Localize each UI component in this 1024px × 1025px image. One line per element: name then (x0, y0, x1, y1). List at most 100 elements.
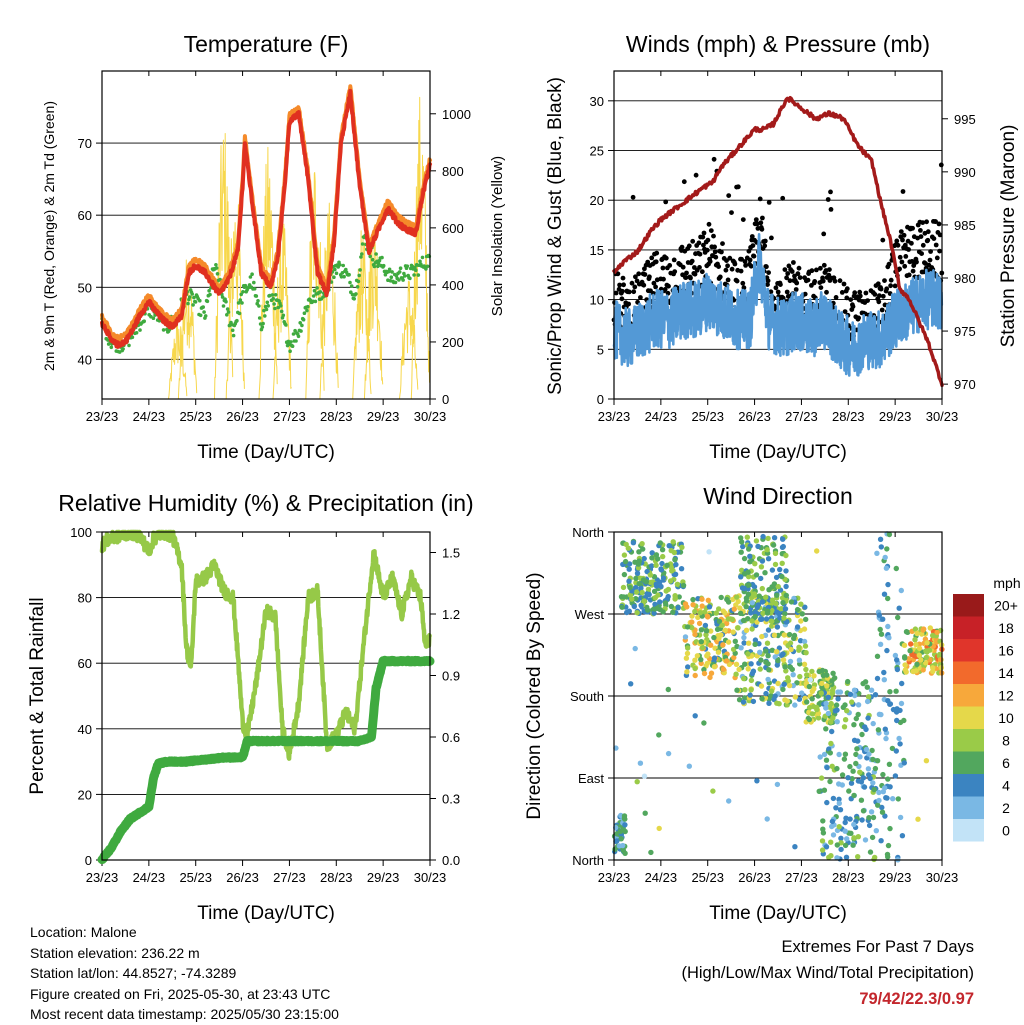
direction-point (735, 598, 741, 605)
dewpoint-point (420, 255, 425, 260)
dewpoint-point (356, 279, 361, 284)
direction-point (773, 600, 779, 607)
y-tick-label: North (572, 525, 604, 540)
direction-point (694, 653, 701, 659)
direction-point (801, 661, 808, 667)
direction-point (828, 719, 834, 725)
dewpoint-point (257, 316, 262, 320)
winds-plot-area: 0 5 10 15 20 25 30 970 975 980 985 990 995 23/23 24/23… (590, 70, 976, 424)
direction-point (618, 836, 624, 842)
direction-point (762, 570, 768, 576)
direction-point (801, 638, 808, 645)
dewpoint-point (187, 295, 192, 299)
direction-point (809, 711, 816, 717)
direction-point (660, 575, 667, 581)
dewpoint-point (272, 302, 276, 306)
direction-point (786, 631, 793, 638)
direction-point (748, 677, 755, 684)
direction-point (823, 757, 830, 763)
direction-point (649, 555, 655, 561)
direction-point (779, 573, 785, 580)
y2-tick-label: 0.9 (442, 669, 460, 684)
gust-point (910, 225, 915, 231)
gust-point (865, 298, 870, 303)
gust-point (757, 196, 763, 202)
extremes-box: Extremes For Past 7 Days (High/Low/Max W… (681, 934, 974, 1012)
x-tick-label: 25/23 (179, 870, 212, 885)
direction-point (823, 844, 830, 850)
x-tick-label: 29/23 (879, 870, 912, 885)
legend-label: 6 (1002, 755, 1010, 771)
gust-point (686, 243, 692, 249)
direction-point (741, 634, 747, 641)
dewpoint-point (252, 287, 257, 291)
dewpoint-point (301, 317, 306, 322)
temperature-plot-area: 40 50 60 70 0 200 400 600 800 1000 23/23 24/23 25/23… (78, 70, 471, 424)
legend-swatch (953, 661, 984, 684)
direction-point (701, 670, 708, 677)
direction-point (692, 713, 698, 719)
direction-point (842, 717, 849, 723)
dewpoint-point (387, 267, 392, 272)
direction-point (916, 652, 922, 658)
gust-point (856, 315, 861, 321)
direction-point (781, 632, 787, 638)
direction-point (759, 558, 766, 564)
direction-point (914, 661, 920, 667)
direction-point (897, 707, 903, 714)
temperature-xlabel: Time (Day/UTC) (197, 442, 335, 463)
wind-direction-panel: Wind Direction NorthEastSouthWestNorth23… (524, 483, 1021, 924)
direction-point (764, 610, 771, 616)
gust-point (617, 282, 622, 288)
dewpoint-point (390, 270, 394, 274)
direction-point (772, 693, 778, 699)
direction-ylabel: Direction (Colored By Speed) (524, 572, 545, 819)
temp-2m-line (100, 88, 432, 349)
gust-point (653, 284, 658, 290)
direction-point (739, 539, 745, 545)
latlon-text: Station lat/lon: 44.8527; -74.3289 (30, 965, 237, 981)
direction-point (768, 688, 775, 694)
direction-point (671, 549, 677, 556)
gust-point (900, 237, 905, 243)
gust-point (680, 264, 686, 270)
direction-point (772, 561, 779, 568)
direction-point (895, 614, 901, 621)
gust-point (936, 221, 942, 227)
direction-point (797, 673, 803, 680)
gust-point (621, 282, 626, 288)
direction-point (930, 665, 936, 671)
direction-point (622, 850, 628, 856)
gust-point (895, 242, 901, 248)
direction-point (718, 594, 724, 601)
direction-point (872, 765, 879, 772)
direction-point (658, 567, 665, 573)
direction-point (938, 665, 944, 671)
direction-point (897, 741, 903, 747)
direction-point (851, 687, 858, 693)
x-tick-label: 24/23 (133, 870, 166, 885)
direction-point (893, 748, 899, 754)
direction-point (733, 671, 739, 677)
dewpoint-point (376, 261, 381, 266)
direction-point (763, 648, 769, 654)
direction-point (876, 612, 882, 618)
direction-point (825, 694, 831, 700)
dewpoint-point (357, 273, 362, 278)
dewpoint-point (263, 314, 267, 318)
direction-point (819, 847, 826, 853)
direction-point (855, 854, 861, 860)
solar-ylabel: Solar Insolation (Yellow) (489, 156, 506, 316)
gust-point (797, 275, 803, 280)
direction-point (641, 773, 648, 779)
direction-point (672, 596, 678, 602)
direction-point (866, 772, 872, 778)
gust-point (762, 238, 768, 244)
direction-point (886, 635, 892, 641)
direction-point (751, 584, 758, 590)
dewpoint-point (243, 283, 248, 288)
gust-point (897, 254, 903, 260)
direction-point (752, 609, 759, 616)
direction-point (781, 615, 787, 621)
direction-point (626, 578, 632, 584)
